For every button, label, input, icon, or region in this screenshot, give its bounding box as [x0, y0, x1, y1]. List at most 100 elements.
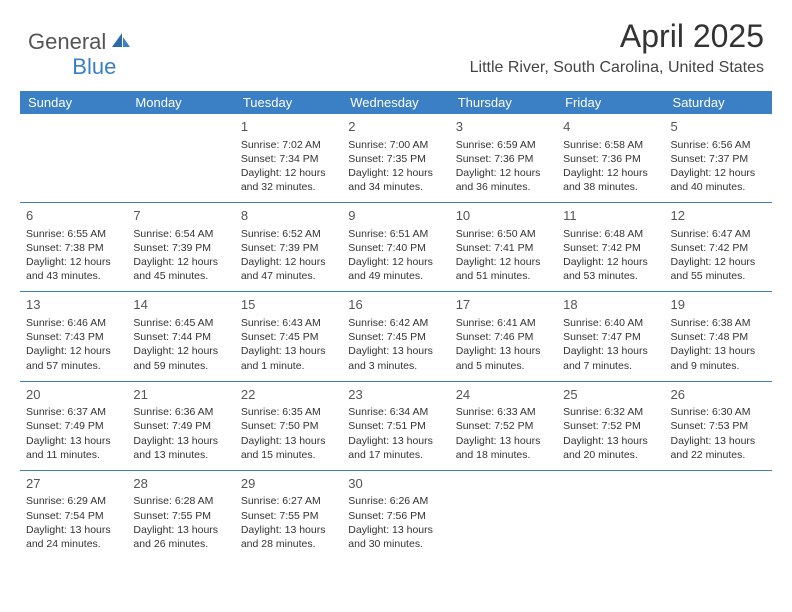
day-number: 11: [563, 207, 658, 225]
daylight-text: Daylight: 13 hours and 5 minutes.: [456, 344, 551, 372]
calendar-cell: 6Sunrise: 6:55 AMSunset: 7:38 PMDaylight…: [20, 203, 127, 292]
day-number: 25: [563, 386, 658, 404]
daylight-text: Daylight: 12 hours and 38 minutes.: [563, 166, 658, 194]
calendar-week-row: 27Sunrise: 6:29 AMSunset: 7:54 PMDayligh…: [20, 470, 772, 559]
daylight-text: Daylight: 13 hours and 28 minutes.: [241, 523, 336, 551]
sunset-text: Sunset: 7:54 PM: [26, 509, 121, 523]
day-number: 20: [26, 386, 121, 404]
sunrise-text: Sunrise: 7:02 AM: [241, 138, 336, 152]
sunrise-text: Sunrise: 6:43 AM: [241, 316, 336, 330]
calendar-cell: 10Sunrise: 6:50 AMSunset: 7:41 PMDayligh…: [450, 203, 557, 292]
sunset-text: Sunset: 7:52 PM: [456, 419, 551, 433]
sunrise-text: Sunrise: 6:47 AM: [671, 227, 766, 241]
calendar-cell: 18Sunrise: 6:40 AMSunset: 7:47 PMDayligh…: [557, 292, 664, 381]
dayheader-saturday: Saturday: [665, 91, 772, 114]
daylight-text: Daylight: 12 hours and 51 minutes.: [456, 255, 551, 283]
day-number: 12: [671, 207, 766, 225]
dayheader-thursday: Thursday: [450, 91, 557, 114]
calendar-body: 1Sunrise: 7:02 AMSunset: 7:34 PMDaylight…: [20, 114, 772, 559]
sunrise-text: Sunrise: 6:52 AM: [241, 227, 336, 241]
sunset-text: Sunset: 7:45 PM: [348, 330, 443, 344]
sunset-text: Sunset: 7:44 PM: [133, 330, 228, 344]
day-number: 27: [26, 475, 121, 493]
daylight-text: Daylight: 12 hours and 40 minutes.: [671, 166, 766, 194]
month-title: April 2025: [470, 18, 764, 55]
daylight-text: Daylight: 13 hours and 18 minutes.: [456, 434, 551, 462]
location-text: Little River, South Carolina, United Sta…: [470, 59, 764, 77]
calendar-cell: 7Sunrise: 6:54 AMSunset: 7:39 PMDaylight…: [127, 203, 234, 292]
sunset-text: Sunset: 7:41 PM: [456, 241, 551, 255]
calendar-cell: [665, 470, 772, 559]
sunrise-text: Sunrise: 6:48 AM: [563, 227, 658, 241]
sunset-text: Sunset: 7:45 PM: [241, 330, 336, 344]
calendar-week-row: 13Sunrise: 6:46 AMSunset: 7:43 PMDayligh…: [20, 292, 772, 381]
day-number: 16: [348, 296, 443, 314]
day-number: 5: [671, 118, 766, 136]
sunset-text: Sunset: 7:53 PM: [671, 419, 766, 433]
daylight-text: Daylight: 12 hours and 34 minutes.: [348, 166, 443, 194]
day-number: 15: [241, 296, 336, 314]
calendar-cell: 20Sunrise: 6:37 AMSunset: 7:49 PMDayligh…: [20, 381, 127, 470]
sunrise-text: Sunrise: 6:50 AM: [456, 227, 551, 241]
sunrise-text: Sunrise: 6:58 AM: [563, 138, 658, 152]
daylight-text: Daylight: 12 hours and 55 minutes.: [671, 255, 766, 283]
logo-text-blue: Blue: [72, 54, 116, 80]
calendar-week-row: 20Sunrise: 6:37 AMSunset: 7:49 PMDayligh…: [20, 381, 772, 470]
sunrise-text: Sunrise: 6:59 AM: [456, 138, 551, 152]
sunset-text: Sunset: 7:43 PM: [26, 330, 121, 344]
sunrise-text: Sunrise: 6:35 AM: [241, 405, 336, 419]
day-number: 3: [456, 118, 551, 136]
day-number: 30: [348, 475, 443, 493]
sunrise-text: Sunrise: 6:37 AM: [26, 405, 121, 419]
day-number: 2: [348, 118, 443, 136]
sunset-text: Sunset: 7:42 PM: [563, 241, 658, 255]
calendar-table: Sunday Monday Tuesday Wednesday Thursday…: [20, 91, 772, 559]
calendar-cell: 19Sunrise: 6:38 AMSunset: 7:48 PMDayligh…: [665, 292, 772, 381]
daylight-text: Daylight: 13 hours and 17 minutes.: [348, 434, 443, 462]
sunrise-text: Sunrise: 6:40 AM: [563, 316, 658, 330]
sunset-text: Sunset: 7:50 PM: [241, 419, 336, 433]
sunset-text: Sunset: 7:49 PM: [133, 419, 228, 433]
sunrise-text: Sunrise: 6:56 AM: [671, 138, 766, 152]
calendar-cell: 5Sunrise: 6:56 AMSunset: 7:37 PMDaylight…: [665, 114, 772, 203]
daylight-text: Daylight: 12 hours and 57 minutes.: [26, 344, 121, 372]
daylight-text: Daylight: 13 hours and 1 minute.: [241, 344, 336, 372]
sunrise-text: Sunrise: 6:26 AM: [348, 494, 443, 508]
calendar-cell: [557, 470, 664, 559]
calendar-cell: 23Sunrise: 6:34 AMSunset: 7:51 PMDayligh…: [342, 381, 449, 470]
sunrise-text: Sunrise: 7:00 AM: [348, 138, 443, 152]
sunset-text: Sunset: 7:38 PM: [26, 241, 121, 255]
page-header: General Blue April 2025 Little River, So…: [0, 0, 792, 83]
sunset-text: Sunset: 7:48 PM: [671, 330, 766, 344]
calendar-cell: 29Sunrise: 6:27 AMSunset: 7:55 PMDayligh…: [235, 470, 342, 559]
calendar-header-row: Sunday Monday Tuesday Wednesday Thursday…: [20, 91, 772, 114]
sunrise-text: Sunrise: 6:46 AM: [26, 316, 121, 330]
calendar-cell: [450, 470, 557, 559]
sunrise-text: Sunrise: 6:41 AM: [456, 316, 551, 330]
dayheader-monday: Monday: [127, 91, 234, 114]
sunset-text: Sunset: 7:55 PM: [133, 509, 228, 523]
day-number: 8: [241, 207, 336, 225]
day-number: 19: [671, 296, 766, 314]
daylight-text: Daylight: 12 hours and 43 minutes.: [26, 255, 121, 283]
sunrise-text: Sunrise: 6:34 AM: [348, 405, 443, 419]
calendar-cell: 8Sunrise: 6:52 AMSunset: 7:39 PMDaylight…: [235, 203, 342, 292]
sunset-text: Sunset: 7:36 PM: [456, 152, 551, 166]
sunset-text: Sunset: 7:39 PM: [241, 241, 336, 255]
day-number: 17: [456, 296, 551, 314]
dayheader-wednesday: Wednesday: [342, 91, 449, 114]
day-number: 1: [241, 118, 336, 136]
day-number: 29: [241, 475, 336, 493]
daylight-text: Daylight: 12 hours and 59 minutes.: [133, 344, 228, 372]
daylight-text: Daylight: 13 hours and 13 minutes.: [133, 434, 228, 462]
day-number: 4: [563, 118, 658, 136]
day-number: 13: [26, 296, 121, 314]
sunrise-text: Sunrise: 6:45 AM: [133, 316, 228, 330]
day-number: 23: [348, 386, 443, 404]
sunrise-text: Sunrise: 6:27 AM: [241, 494, 336, 508]
sunset-text: Sunset: 7:39 PM: [133, 241, 228, 255]
calendar-cell: 24Sunrise: 6:33 AMSunset: 7:52 PMDayligh…: [450, 381, 557, 470]
sunrise-text: Sunrise: 6:54 AM: [133, 227, 228, 241]
calendar-week-row: 1Sunrise: 7:02 AMSunset: 7:34 PMDaylight…: [20, 114, 772, 203]
sunrise-text: Sunrise: 6:36 AM: [133, 405, 228, 419]
